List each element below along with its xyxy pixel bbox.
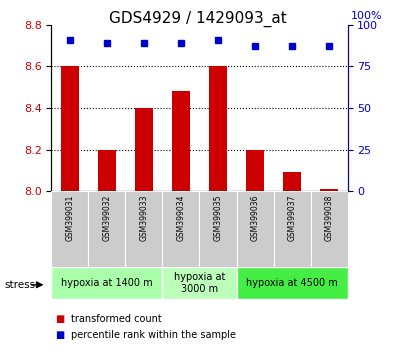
Text: percentile rank within the sample: percentile rank within the sample bbox=[71, 330, 236, 339]
Bar bbox=[209, 67, 227, 191]
Text: ■: ■ bbox=[55, 314, 64, 324]
Bar bbox=[162, 191, 199, 267]
Text: GSM399036: GSM399036 bbox=[250, 195, 260, 241]
Bar bbox=[310, 191, 348, 267]
Text: GSM399033: GSM399033 bbox=[139, 195, 149, 241]
Text: hypoxia at 1400 m: hypoxia at 1400 m bbox=[61, 278, 153, 288]
Text: 100%: 100% bbox=[351, 11, 382, 22]
Text: GSM399034: GSM399034 bbox=[177, 195, 186, 241]
Text: hypoxia at 4500 m: hypoxia at 4500 m bbox=[246, 278, 338, 288]
Bar bbox=[246, 150, 264, 191]
Bar bbox=[51, 191, 88, 267]
Text: transformed count: transformed count bbox=[71, 314, 162, 324]
Text: hypoxia at
3000 m: hypoxia at 3000 m bbox=[174, 272, 225, 294]
Text: GSM399037: GSM399037 bbox=[288, 195, 297, 241]
Text: GDS4929 / 1429093_at: GDS4929 / 1429093_at bbox=[109, 11, 286, 27]
Bar bbox=[199, 191, 237, 267]
Bar bbox=[126, 191, 162, 267]
Text: GSM399032: GSM399032 bbox=[102, 195, 111, 241]
Text: stress: stress bbox=[4, 280, 35, 290]
Text: GSM399038: GSM399038 bbox=[325, 195, 334, 241]
Bar bbox=[162, 267, 237, 299]
Bar bbox=[320, 189, 339, 191]
Bar bbox=[237, 267, 348, 299]
Bar bbox=[51, 267, 162, 299]
Bar bbox=[172, 91, 190, 191]
Bar bbox=[88, 191, 126, 267]
Text: GSM399035: GSM399035 bbox=[213, 195, 222, 241]
Bar bbox=[98, 150, 116, 191]
Text: ■: ■ bbox=[55, 330, 64, 339]
Bar bbox=[135, 108, 153, 191]
Bar bbox=[274, 191, 310, 267]
Bar bbox=[283, 172, 301, 191]
Bar bbox=[237, 191, 274, 267]
Bar bbox=[60, 67, 79, 191]
Text: GSM399031: GSM399031 bbox=[65, 195, 74, 241]
